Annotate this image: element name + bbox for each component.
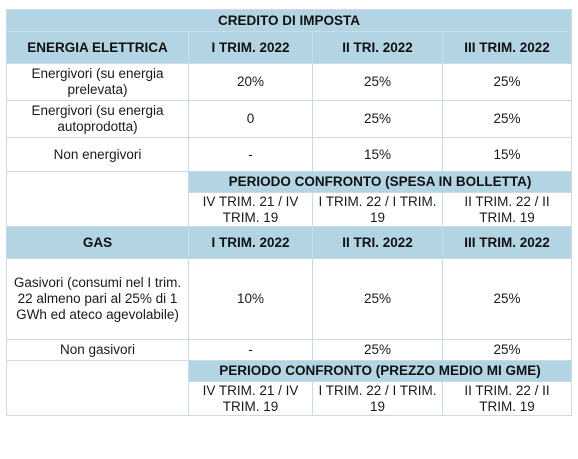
periodo-value: II TRIM. 22 / II TRIM. 19: [441, 381, 573, 416]
gas-col-1: I TRIM. 2022: [188, 226, 313, 259]
table-row: Gasivori (consumi nel I trim. 22 almeno …: [6, 258, 573, 340]
periodo-value: IV TRIM. 21 / IV TRIM. 19: [188, 192, 313, 227]
row-value: -: [188, 137, 313, 172]
periodo-value: II TRIM. 22 / II TRIM. 19: [441, 192, 573, 227]
row-value: 15%: [312, 137, 443, 172]
energia-periodo-title: PERIODO CONFRONTO (SPESA IN BOLLETTA): [187, 171, 573, 193]
row-value: 25%: [441, 339, 573, 361]
credito-imposta-table: CREDITO DI IMPOSTA ENERGIA ELETTRICA I T…: [5, 9, 573, 416]
energia-periodo-header-row: PERIODO CONFRONTO (SPESA IN BOLLETTA): [6, 171, 573, 227]
row-value: 25%: [312, 100, 443, 138]
row-value: 25%: [441, 100, 573, 138]
row-value: 25%: [441, 63, 573, 101]
row-label: Energivori (su energia autoprodotta): [6, 100, 189, 138]
row-value: -: [188, 339, 313, 361]
gas-periodo-header-row: PERIODO CONFRONTO (PREZZO MEDIO MI GME): [6, 360, 573, 416]
table-row: Non gasivori - 25% 25%: [6, 339, 573, 361]
energia-col-3: III TRIM. 2022: [441, 31, 573, 64]
energia-col-1: I TRIM. 2022: [188, 31, 313, 64]
row-value: 10%: [188, 258, 313, 340]
title-row: CREDITO DI IMPOSTA: [5, 9, 573, 32]
table-row: Non energivori - 15% 15%: [6, 137, 573, 172]
row-label: Non energivori: [6, 137, 189, 172]
table-row: Energivori (su energia prelevata) 20% 25…: [6, 63, 573, 101]
row-label: Non gasivori: [6, 339, 189, 361]
table-title: CREDITO DI IMPOSTA: [5, 9, 573, 32]
row-value: 25%: [312, 339, 443, 361]
table-row: Energivori (su energia autoprodotta) 0 2…: [6, 100, 573, 138]
row-value: 25%: [441, 258, 573, 340]
periodo-value: IV TRIM. 21 / IV TRIM. 19: [188, 381, 313, 416]
energia-header-row: ENERGIA ELETTRICA I TRIM. 2022 II TRI. 2…: [6, 31, 573, 64]
row-label: Gasivori (consumi nel I trim. 22 almeno …: [6, 258, 189, 340]
gas-periodo-row: IV TRIM. 21 / IV TRIM. 19 I TRIM. 22 / I…: [7, 381, 573, 416]
row-value: 15%: [441, 137, 573, 172]
periodo-value: I TRIM. 22 / I TRIM. 19: [312, 381, 443, 416]
gas-col-3: III TRIM. 2022: [441, 226, 573, 259]
row-value: 20%: [188, 63, 313, 101]
gas-header-row: GAS I TRIM. 2022 II TRI. 2022 III TRIM. …: [6, 226, 573, 259]
empty-cell: [6, 360, 189, 416]
energia-section-label: ENERGIA ELETTRICA: [6, 31, 189, 64]
gas-periodo-title: PERIODO CONFRONTO (PREZZO MEDIO MI GME): [187, 360, 573, 382]
energia-col-2: II TRI. 2022: [312, 31, 443, 64]
row-value: 25%: [312, 258, 443, 340]
energia-periodo-row: IV TRIM. 21 / IV TRIM. 19 I TRIM. 22 / I…: [7, 192, 573, 227]
row-label: Energivori (su energia prelevata): [6, 63, 189, 101]
gas-section-label: GAS: [6, 226, 189, 259]
row-value: 0: [188, 100, 313, 138]
row-value: 25%: [312, 63, 443, 101]
periodo-value: I TRIM. 22 / I TRIM. 19: [312, 192, 443, 227]
empty-cell: [6, 171, 189, 227]
gas-col-2: II TRI. 2022: [312, 226, 443, 259]
